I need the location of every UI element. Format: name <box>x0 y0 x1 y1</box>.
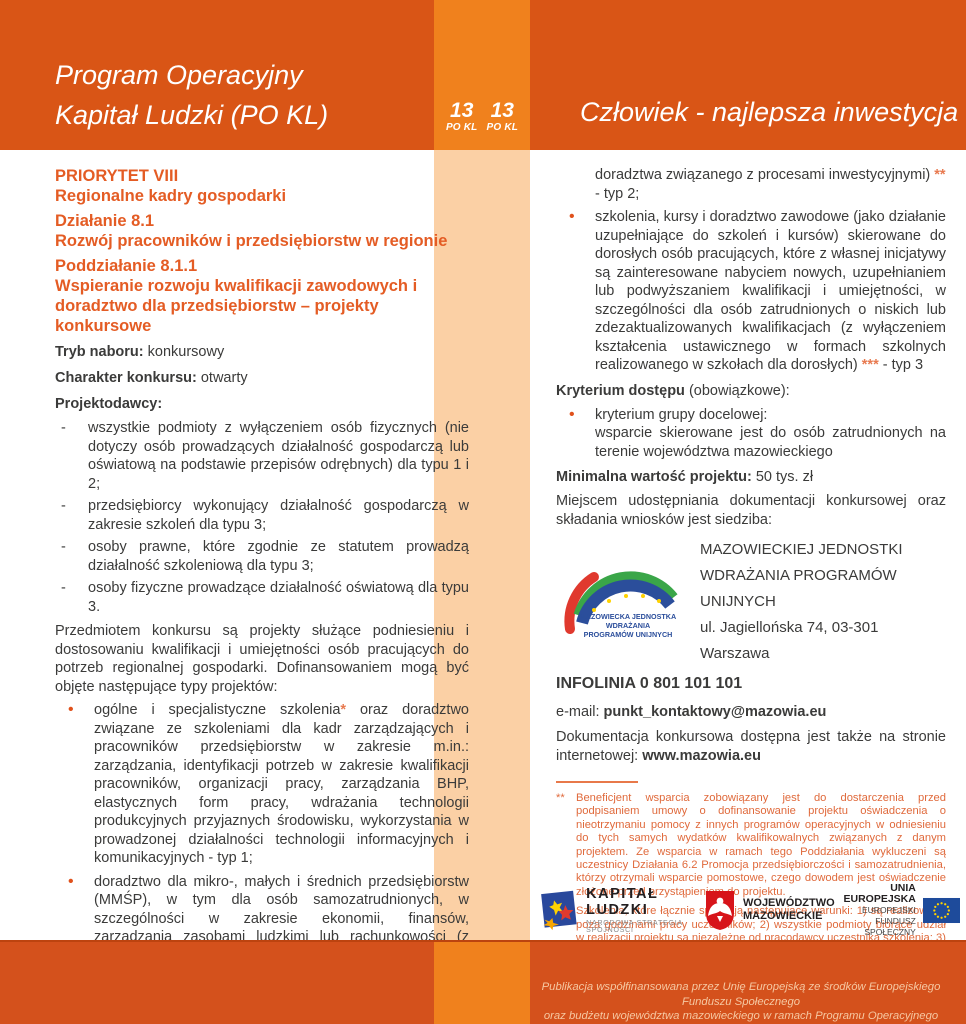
badge-label: PO KL <box>445 122 478 133</box>
list-item: - osoby fizyczne prowadzące działalność o… <box>61 580 469 615</box>
program-title: Program Operacyjny Kapitał Ludzki (PO KL… <box>55 55 328 135</box>
svg-text:MAZOWIECKA JEDNOSTKA: MAZOWIECKA JEDNOSTKA <box>580 612 676 621</box>
criterion-heading: Kryterium dostępu (obowiązkowe): <box>556 382 790 399</box>
header-slogan: Człowiek - najlepsza inwestycja <box>580 97 959 127</box>
header-center-strip: 13 PO KL 13 PO KL <box>434 0 530 150</box>
program-title-line2: Kapitał Ludzki (PO KL) <box>55 100 329 130</box>
left-column: PRIORYTET VIII Regionalne kadry gospodark… <box>55 166 469 1023</box>
dash-marker: - <box>61 498 66 514</box>
partner-logos-row: KAPITAŁ LUDZKI NARODOWA STRATEGIA SPÓJNO… <box>538 878 960 942</box>
dash-marker: - <box>61 580 66 596</box>
svg-text:PROGRAMÓW UNIJNYCH: PROGRAMÓW UNIJNYCH <box>584 630 673 639</box>
svg-text:WDRAŻANIA: WDRAŻANIA <box>606 621 650 630</box>
list-item: - osoby prawne, które zgodnie ze statutem… <box>61 539 469 574</box>
email-line: e-mail: punkt_kontaktowy@mazowia.eu <box>556 704 827 720</box>
right-column: doradztwa związanego z procesami inwesty… <box>556 166 946 1024</box>
triple-asterisk-marker: *** <box>861 357 879 373</box>
infoline: INFOLINIA 0 801 101 101 <box>556 675 743 692</box>
field-charakter-konkursu: Charakter konkursu: otwarty <box>55 370 248 386</box>
asterisk-marker: * <box>340 702 347 718</box>
center-divider-strip <box>434 150 530 940</box>
list-item: - przedsiębiorcy wykonujący działalność g… <box>61 498 469 533</box>
bullet-icon: • <box>68 872 74 890</box>
project-type-bullet: • ogólne i specjalistyczne szkolenia* or… <box>68 701 469 866</box>
email-link[interactable]: punkt_kontaktowy@mazowia.eu <box>603 704 827 720</box>
po-kl-badge: 13 PO KL <box>446 100 478 133</box>
kapital-ludzki-caption: KAPITAŁ LUDZKI NARODOWA STRATEGIA SPÓJNO… <box>586 886 683 934</box>
double-asterisk-marker: ** <box>934 167 946 183</box>
eu-caption: UNIA EUROPEJSKA EUROPEJSKI FUNDUSZ SPOŁE… <box>843 881 916 937</box>
footnote-double-star: ** Beneficjent wsparcia zobowiązany jest … <box>556 792 946 898</box>
footer-credit: Publikacja współfinansowana przez Unię E… <box>541 981 941 1022</box>
program-title-line1: Program Operacyjny <box>55 60 303 90</box>
min-project-value: Minimalna wartość projektu: 50 tys. zł <box>556 469 814 485</box>
eu-logo-group: UNIA EUROPEJSKA EUROPEJSKI FUNDUSZ SPOŁE… <box>835 881 960 938</box>
intro-paragraph: Przedmiotem konkursu są projekty służące… <box>55 623 469 695</box>
mazowieckie-caption: WOJEWÓDZTWO MAZOWIECKIE <box>743 897 835 922</box>
docs-location-paragraph: Miejscem udostępniania dokumentacji konk… <box>556 493 946 528</box>
footnote-marker: ** <box>556 792 565 804</box>
mazowieckie-logo-group: WOJEWÓDZTWO MAZOWIECKIE <box>704 889 835 931</box>
website-link[interactable]: www.mazowia.eu <box>642 747 761 764</box>
continuation-paragraph: doradztwa związanego z procesami inwesty… <box>595 167 946 202</box>
field-projektodawcy: Projektodawcy: <box>55 396 163 412</box>
badge-number: 13 <box>490 99 514 122</box>
footer-band: Publikacja współfinansowana przez Unię E… <box>0 940 966 1024</box>
kapital-ludzki-logo <box>541 890 577 931</box>
dash-marker: - <box>61 420 66 436</box>
action-heading: Działanie 8.1 Rozwój pracowników i przeds… <box>55 212 448 250</box>
footer-center-strip <box>434 942 530 1024</box>
po-kl-badge: 13 PO KL <box>487 100 519 133</box>
eu-flag-icon <box>922 897 960 923</box>
badge-number: 13 <box>450 99 474 122</box>
institution-address: MAZOWIECKIEJ JEDNOSTKI WDRAŻANIA PROGRAM… <box>700 541 903 662</box>
bullet-icon: • <box>569 405 575 423</box>
list-item: - wszystkie podmioty z wyłączeniem osób f… <box>61 420 469 492</box>
dash-marker: - <box>61 539 66 555</box>
project-type-bullet: • szkolenia, kursy i doradztwo zawodowe … <box>569 208 946 373</box>
badge-label: PO KL <box>486 122 519 133</box>
mazowieckie-coat-of-arms <box>706 891 734 930</box>
subaction-heading: Poddziałanie 8.1.1 Wspieranie rozwoju kwa… <box>55 257 418 335</box>
footnote-separator <box>556 781 638 783</box>
header-band: Program Operacyjny Kapitał Ludzki (PO KL… <box>0 0 966 150</box>
kapital-ludzki-logo-group: KAPITAŁ LUDZKI NARODOWA STRATEGIA SPÓJNO… <box>538 884 704 936</box>
field-tryb-naboru: Tryb naboru: konkursowy <box>55 344 225 360</box>
bullet-icon: • <box>68 701 74 718</box>
priority-heading: PRIORYTET VIII Regionalne kadry gospodark… <box>55 167 287 205</box>
mjwpu-logo: MAZOWIECKA JEDNOSTKA WDRAŻANIA PROGRAMÓW… <box>564 571 678 639</box>
criterion-bullet: • kryterium grupy docelowej: wsparcie sk… <box>569 405 946 460</box>
bullet-icon: • <box>569 208 575 225</box>
institution-block: MAZOWIECKA JEDNOSTKA WDRAŻANIA PROGRAMÓW… <box>556 537 946 667</box>
docs-online-paragraph: Dokumentacja konkursowa dostępna jest ta… <box>556 729 946 764</box>
